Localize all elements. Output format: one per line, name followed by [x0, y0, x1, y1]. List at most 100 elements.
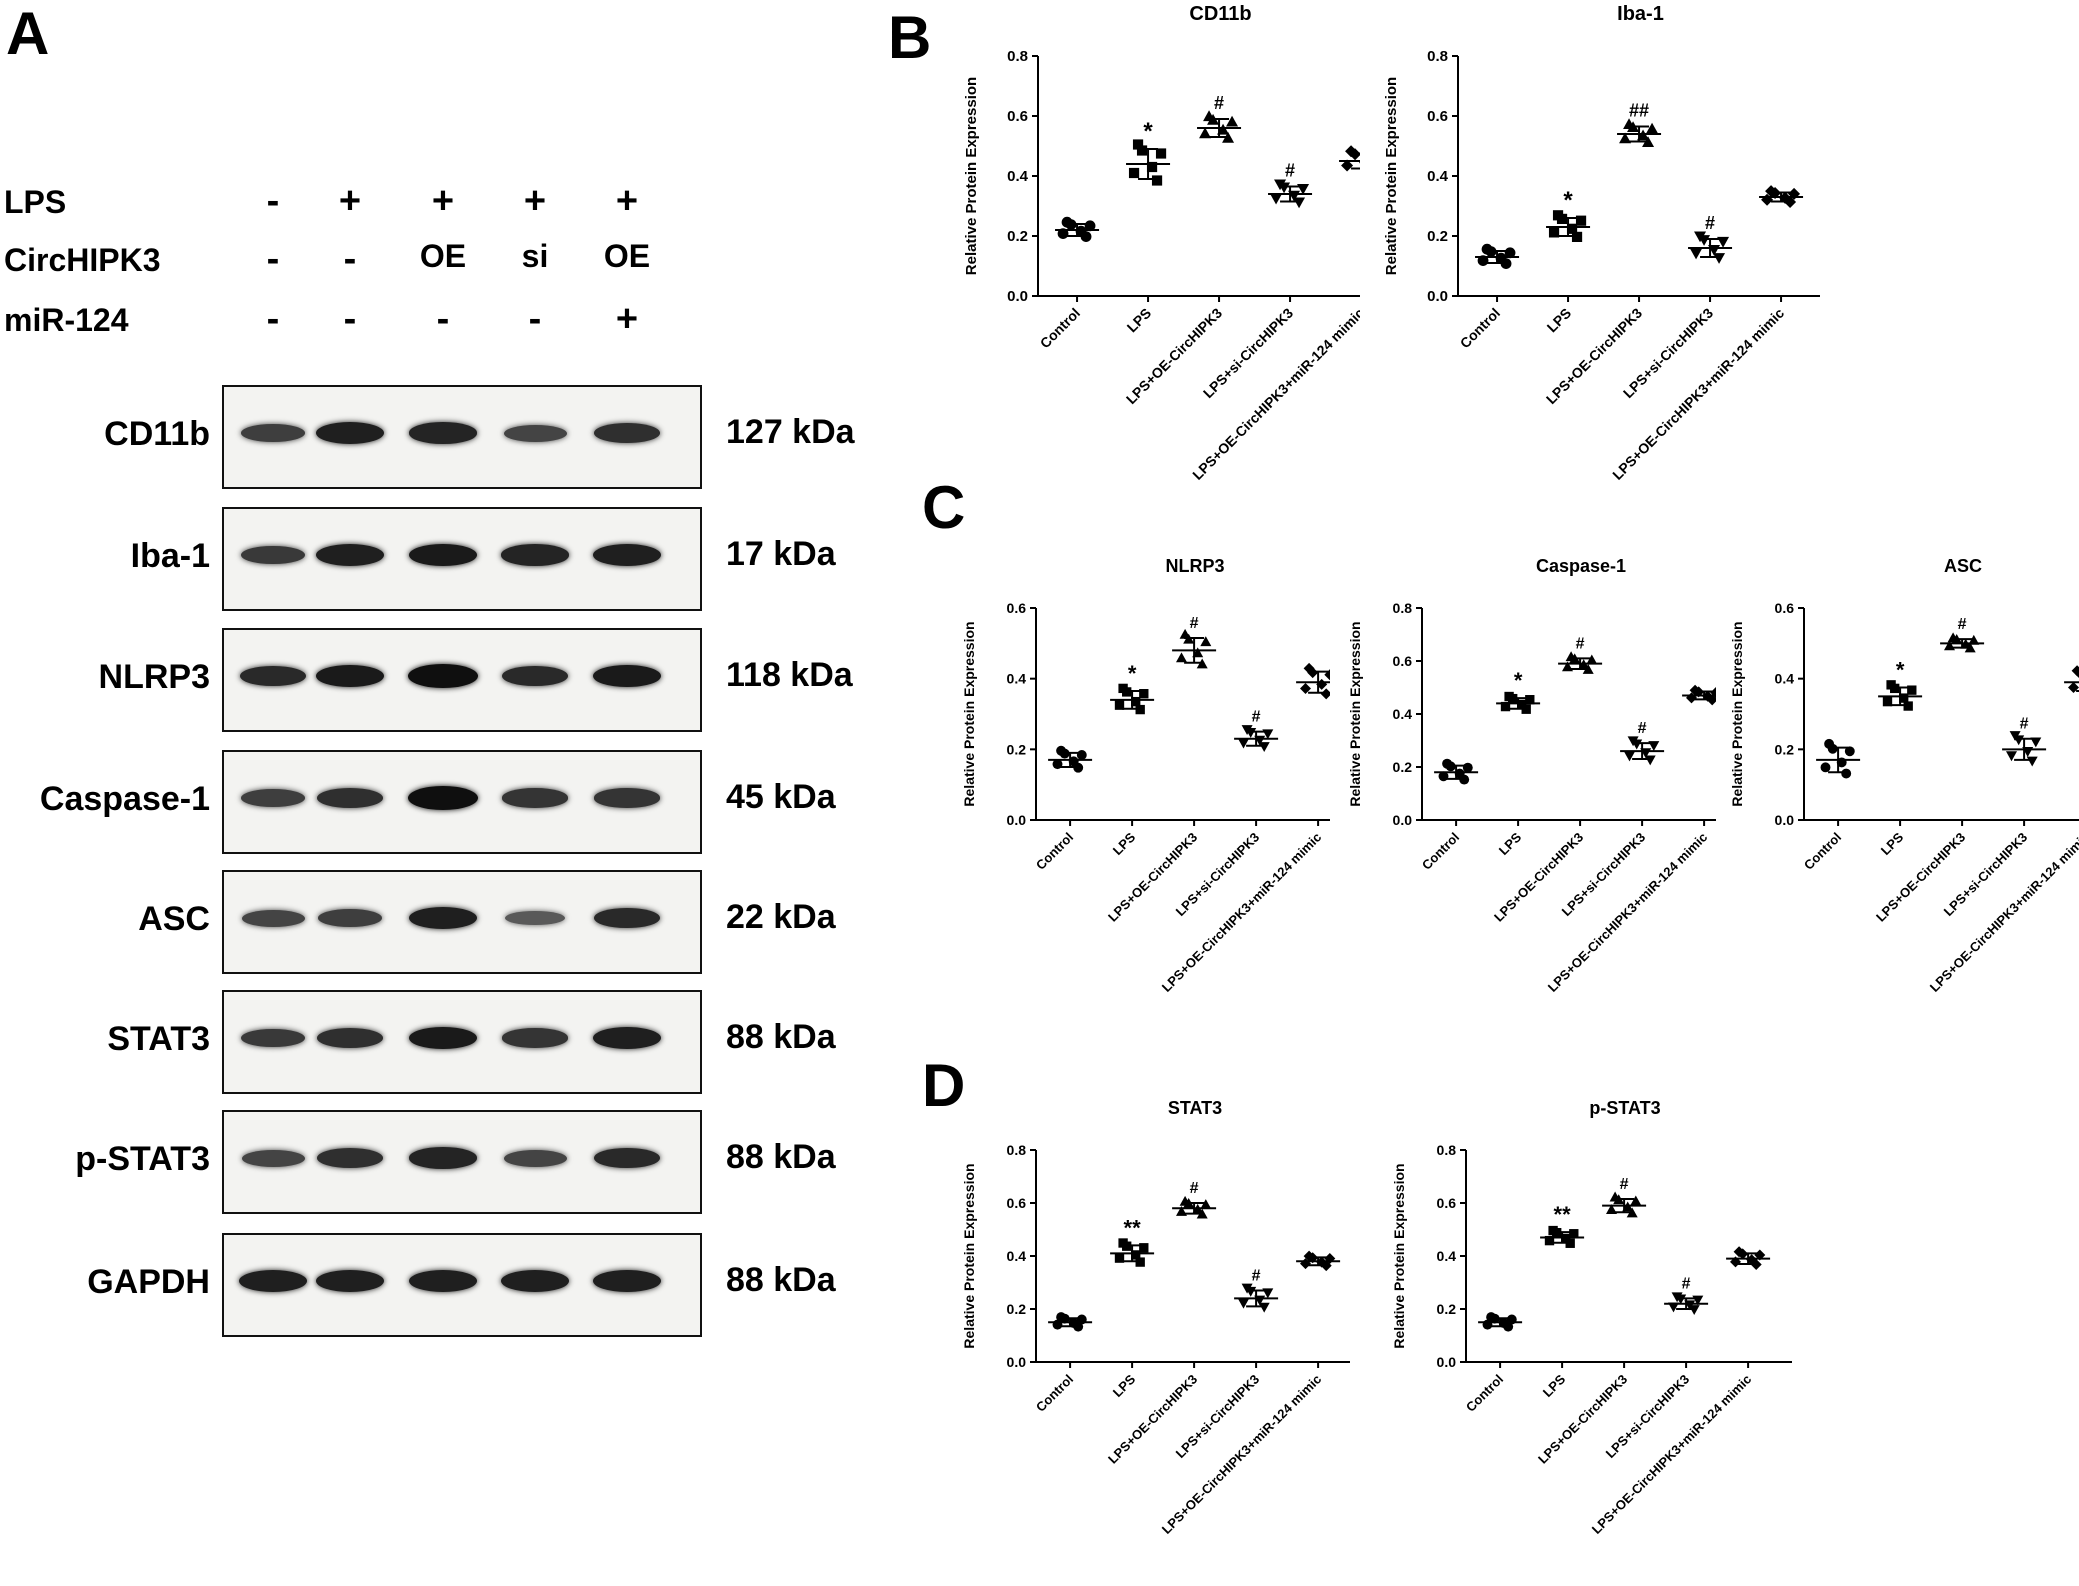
data-point: [1258, 1302, 1270, 1313]
protein-band: [408, 786, 478, 810]
data-point: [1561, 1233, 1571, 1244]
data-point: [1690, 248, 1703, 260]
data-point: [1504, 691, 1514, 702]
data-point: [1135, 704, 1145, 715]
data-point: [1566, 223, 1578, 234]
y-tick-label: 0.2: [1007, 228, 1028, 245]
x-tick-label: Control: [1419, 830, 1462, 873]
data-point: [1307, 667, 1319, 679]
condition-value: -: [266, 180, 280, 222]
condition-value: +: [431, 180, 455, 222]
significance-label: #: [1620, 1176, 1629, 1193]
data-point: [1176, 1205, 1187, 1216]
data-point: [1521, 704, 1531, 714]
kda-label: 22 kDa: [726, 898, 836, 936]
protein-band: [241, 909, 305, 927]
blot-strip: [222, 507, 702, 611]
protein-band: [317, 1028, 383, 1048]
data-point: [1630, 1195, 1642, 1206]
significance-label: #: [2020, 716, 2029, 733]
data-point: [1258, 742, 1270, 753]
data-point: [1254, 1295, 1266, 1306]
chart-nlrp3: NLRP3 Relative Protein Expression 0.0 0.2 0.…: [961, 556, 1330, 995]
protein-label: CD11b: [104, 415, 210, 453]
y-axis-label: Relative Protein Expression: [1383, 77, 1400, 275]
data-point: [1907, 685, 1917, 695]
data-point: [1565, 651, 1577, 662]
protein-band: [503, 1149, 567, 1167]
data-point: [1500, 258, 1512, 269]
data-point: [1303, 662, 1315, 674]
data-point: [1222, 131, 1235, 143]
data-point: [1155, 148, 1167, 159]
y-axis-label: Relative Protein Expression: [963, 77, 980, 275]
x-tick-label: LPS: [1544, 305, 1575, 336]
protein-band: [241, 1149, 305, 1167]
data-point: [1761, 193, 1774, 206]
data-point: [1056, 745, 1067, 756]
chart-group: Caspase-1 Relative Protein Expression 0.0 0…: [1347, 556, 1716, 995]
y-tick-label: 0.0: [1007, 1354, 1027, 1370]
data-point: [1686, 692, 1697, 704]
data-point: [1730, 1256, 1741, 1268]
data-point: [1217, 123, 1230, 135]
x-tick-label: Control: [1033, 830, 1076, 873]
condition-value: OE: [603, 238, 651, 274]
protein-band: [409, 907, 477, 929]
significance-label: #: [1190, 615, 1199, 632]
protein-band: [240, 545, 306, 565]
protein-band: [239, 1270, 307, 1292]
chart-title: Caspase-1: [1536, 556, 1626, 576]
data-point: [2068, 682, 2079, 693]
data-point: [1586, 654, 1598, 665]
data-point: [1300, 1258, 1311, 1270]
data-point: [1192, 647, 1204, 658]
significance-label: ##: [1629, 101, 1649, 121]
data-point: [1196, 658, 1208, 669]
data-point: [1192, 1203, 1204, 1214]
data-point: [1964, 642, 1976, 653]
y-tick-label: 0.2: [1775, 741, 1795, 757]
data-point: [1582, 663, 1594, 674]
data-point: [1459, 774, 1470, 785]
data-point: [1575, 215, 1587, 226]
y-axis-label: Relative Protein Expression: [1391, 1163, 1407, 1348]
data-point: [1238, 1298, 1249, 1309]
significance-label: #: [1682, 1275, 1691, 1292]
protein-band: [502, 1028, 568, 1048]
condition-value: -: [343, 238, 357, 280]
y-tick-label: 0.4: [1007, 671, 1027, 687]
protein-band: [594, 423, 660, 443]
data-point: [1118, 683, 1128, 694]
condition-value: si: [521, 238, 549, 274]
data-point: [1139, 689, 1149, 699]
data-point: [1844, 746, 1855, 757]
protein-label: p-STAT3: [75, 1140, 210, 1178]
data-point: [1254, 735, 1266, 746]
y-axis-label: Relative Protein Expression: [961, 621, 977, 806]
data-point: [1200, 1199, 1212, 1209]
data-point: [1320, 688, 1330, 700]
y-axis-label: Relative Protein Expression: [961, 1163, 977, 1348]
protein-band: [593, 1027, 661, 1049]
data-point: [1710, 687, 1716, 699]
protein-band: [409, 1270, 477, 1292]
blot-strip: [222, 1110, 702, 1214]
significance-label: *: [1563, 187, 1573, 214]
data-point: [1297, 183, 1310, 195]
x-tick-label: LPS: [1110, 1371, 1139, 1400]
data-point: [1544, 1235, 1555, 1246]
data-point: [1293, 197, 1306, 209]
data-point: [1671, 1292, 1683, 1303]
chart-title: ASC: [1944, 556, 1982, 576]
y-tick-label: 0.2: [1437, 1301, 1457, 1317]
data-point: [1179, 1195, 1191, 1206]
data-point: [1737, 1248, 1749, 1260]
protein-band: [593, 907, 661, 929]
protein-label: Caspase-1: [39, 780, 210, 818]
data-point: [1571, 231, 1583, 242]
data-point: [1080, 231, 1092, 243]
chart-p-stat3: p-STAT3 Relative Protein Expression 0.0 0.2…: [1391, 1098, 1792, 1537]
data-point: [1886, 680, 1896, 690]
panel-letter-b: B: [888, 4, 932, 71]
